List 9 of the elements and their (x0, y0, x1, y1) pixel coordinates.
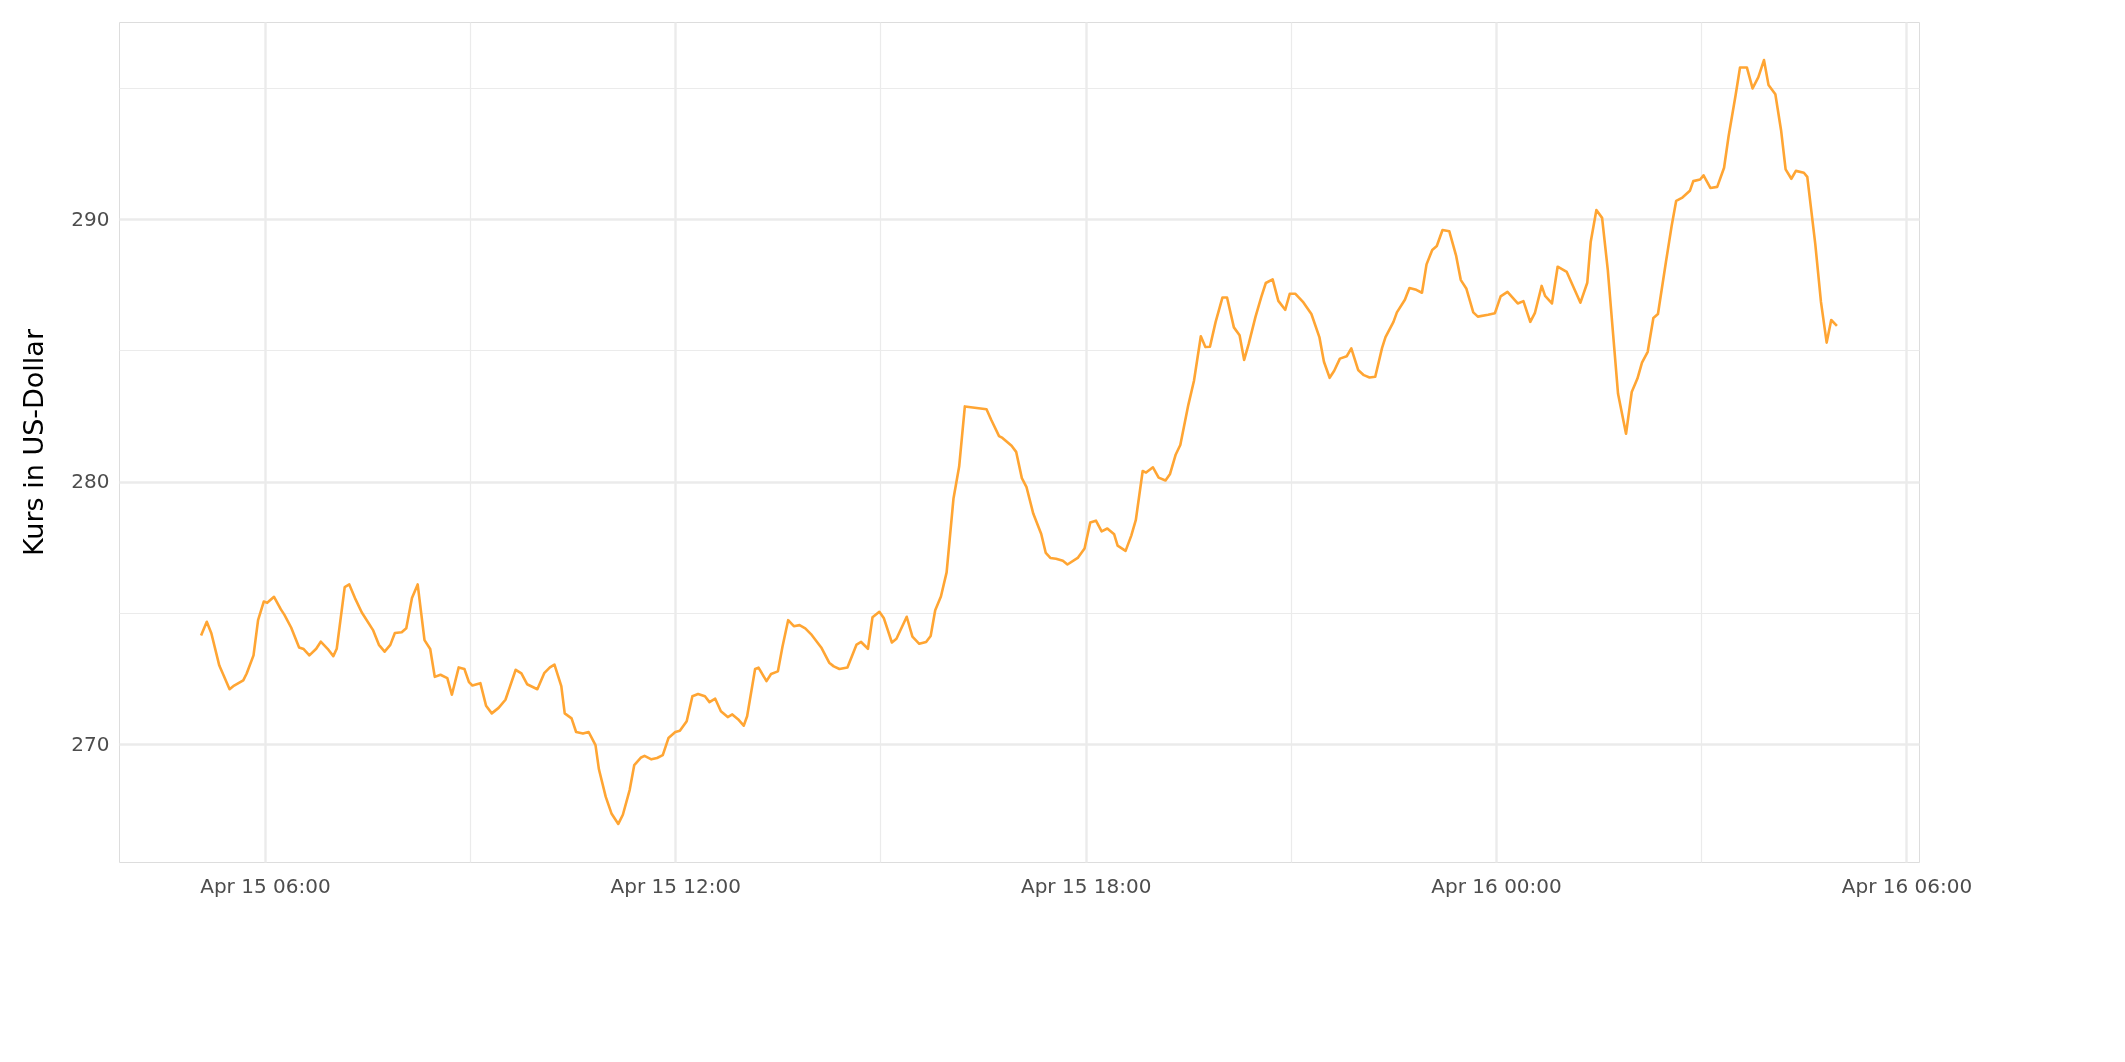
x-tick-label: Apr 16 06:00 (1841, 873, 1973, 898)
x-tick-label: Apr 15 18:00 (1020, 873, 1152, 898)
y-axis-title: Kurs in US-Dollar (18, 328, 50, 557)
y-tick-label: 280 (71, 469, 110, 494)
y-tick-label: 290 (71, 206, 110, 231)
x-tick-label: Apr 15 06:00 (200, 873, 331, 898)
x-tick-label: Apr 16 00:00 (1431, 873, 1562, 898)
y-tick-label: 270 (71, 731, 110, 756)
x-tick-label: Apr 15 12:00 (610, 873, 741, 898)
